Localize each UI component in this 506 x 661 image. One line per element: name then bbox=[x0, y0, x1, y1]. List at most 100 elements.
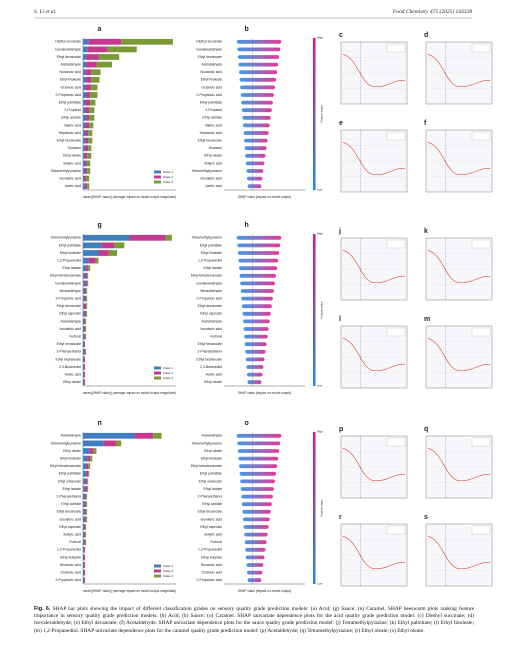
feature-label: 2-Phenylethanol bbox=[197, 494, 222, 498]
bar-segment bbox=[83, 569, 85, 576]
bar-segment bbox=[87, 486, 89, 492]
trend-curve bbox=[342, 536, 406, 569]
x-axis-label: mean(|SHAP value|) (average impact on mo… bbox=[83, 391, 176, 395]
panel-letter: h bbox=[245, 222, 249, 229]
bar-segment bbox=[83, 318, 85, 325]
bar-segment bbox=[85, 145, 89, 152]
feature-label: Ethyl octanoate bbox=[58, 479, 81, 483]
bar-segment bbox=[95, 257, 99, 264]
feature-label: Ethyl palmitate bbox=[59, 243, 81, 247]
bar-segment bbox=[83, 341, 85, 348]
legend-swatch bbox=[154, 366, 161, 370]
swarm-strip bbox=[240, 93, 274, 97]
bar-segment bbox=[91, 69, 101, 76]
feature-label: Ethyl linoleate bbox=[60, 251, 81, 255]
bar-segment bbox=[84, 371, 86, 378]
bar-segment bbox=[85, 288, 87, 294]
colorbar-high: High bbox=[317, 36, 323, 40]
swarm-strip bbox=[242, 319, 270, 324]
feature-label: Acetaldehyde bbox=[60, 319, 81, 323]
legend-box bbox=[471, 525, 491, 535]
bar-segment bbox=[85, 137, 89, 144]
feature-label: Ethyl decanoate bbox=[57, 510, 81, 514]
bar-segment bbox=[85, 501, 87, 508]
swarm-strip bbox=[247, 380, 262, 385]
bar-segment bbox=[83, 379, 85, 386]
bar-segment bbox=[83, 234, 130, 241]
colorbar bbox=[313, 38, 316, 190]
feature-label: Acetic acid bbox=[65, 184, 82, 188]
feature-label: Butyric acid bbox=[63, 532, 81, 536]
bar-segment bbox=[107, 46, 137, 53]
legend-box bbox=[471, 437, 491, 447]
bar-segment bbox=[83, 493, 86, 500]
bar-segment bbox=[86, 76, 92, 83]
feature-label: Ethyl oleate bbox=[63, 449, 81, 453]
feature-label: Hexanoic acid bbox=[201, 563, 222, 567]
panel-letter: q bbox=[424, 426, 428, 433]
feature-label: Acetic acid bbox=[206, 372, 223, 376]
bar-segment bbox=[83, 478, 86, 485]
legend-box bbox=[386, 525, 406, 535]
bar-segment bbox=[83, 554, 85, 561]
feature-label: 1,2-Propanediol bbox=[57, 548, 81, 552]
trend-curve bbox=[427, 142, 491, 175]
bar-segment bbox=[83, 242, 102, 249]
bar-segment bbox=[83, 250, 99, 256]
bar-segment bbox=[86, 295, 88, 302]
swarm-strip bbox=[240, 479, 275, 484]
feature-label: Tetramethylpyrazine bbox=[192, 236, 222, 240]
bar-segment bbox=[83, 145, 86, 152]
feature-label: Ethyl lactate bbox=[63, 266, 82, 270]
bar-segment bbox=[121, 38, 173, 45]
swarm-strip bbox=[241, 296, 273, 301]
bar-segment bbox=[86, 114, 90, 121]
feature-label: Ethyl decanoate bbox=[57, 304, 81, 308]
feature-label: Butyric acid bbox=[204, 532, 222, 536]
bar-segment bbox=[83, 516, 86, 523]
swarm-strip bbox=[239, 266, 278, 271]
bar-segment bbox=[85, 539, 87, 546]
colorbar bbox=[313, 234, 316, 386]
feature-label: 1,2-Propanediol bbox=[57, 258, 81, 262]
feature-label: Tetramethylpyrazine bbox=[51, 441, 81, 445]
feature-label: 2-Propanol bbox=[205, 108, 222, 112]
running-journal: Food Chemistry 475 (2025) 143328 bbox=[392, 9, 472, 15]
bar-segment bbox=[86, 516, 88, 523]
feature-label: Acetaldehyde bbox=[201, 319, 222, 323]
feature-label: Diethyl succinate bbox=[55, 40, 81, 44]
legend-swatch bbox=[154, 569, 161, 573]
swarm-strip bbox=[246, 372, 263, 377]
bar-segment bbox=[88, 463, 91, 470]
feature-label: 2-Propanoic acid bbox=[197, 93, 223, 97]
legend-box bbox=[471, 131, 491, 141]
bar-segment bbox=[85, 493, 87, 500]
feature-label: Isovaleric acid bbox=[60, 517, 82, 521]
swarm-strip bbox=[239, 273, 277, 278]
bar-segment bbox=[93, 448, 97, 454]
bar-segment bbox=[83, 130, 86, 136]
swarm-strip bbox=[245, 357, 265, 362]
bar-segment bbox=[83, 356, 85, 363]
legend-box bbox=[386, 239, 406, 249]
feature-label: Ethyl decanoate bbox=[198, 304, 222, 308]
feature-label: Ethyl palmitate bbox=[200, 472, 222, 476]
bar-segment bbox=[96, 61, 112, 68]
swarm-strip bbox=[244, 342, 267, 347]
bar-segment bbox=[83, 508, 86, 515]
bar-segment bbox=[83, 562, 85, 568]
panel-letter: n bbox=[98, 420, 102, 427]
bar-segment bbox=[87, 183, 90, 190]
feature-label: Ethyl oleate bbox=[204, 449, 222, 453]
swarm-strip bbox=[237, 55, 280, 59]
swarm-strip bbox=[243, 525, 269, 529]
colorbar-low: Low bbox=[317, 582, 323, 586]
swarm-strip bbox=[247, 578, 262, 583]
bar-segment bbox=[83, 539, 85, 546]
bar-segment bbox=[98, 250, 109, 256]
bar-segment bbox=[84, 318, 86, 325]
feature-label: Ethyl acetate bbox=[61, 116, 81, 120]
trend-curve bbox=[342, 142, 406, 175]
swarm-strip bbox=[241, 502, 272, 507]
bar-segment bbox=[84, 152, 88, 159]
